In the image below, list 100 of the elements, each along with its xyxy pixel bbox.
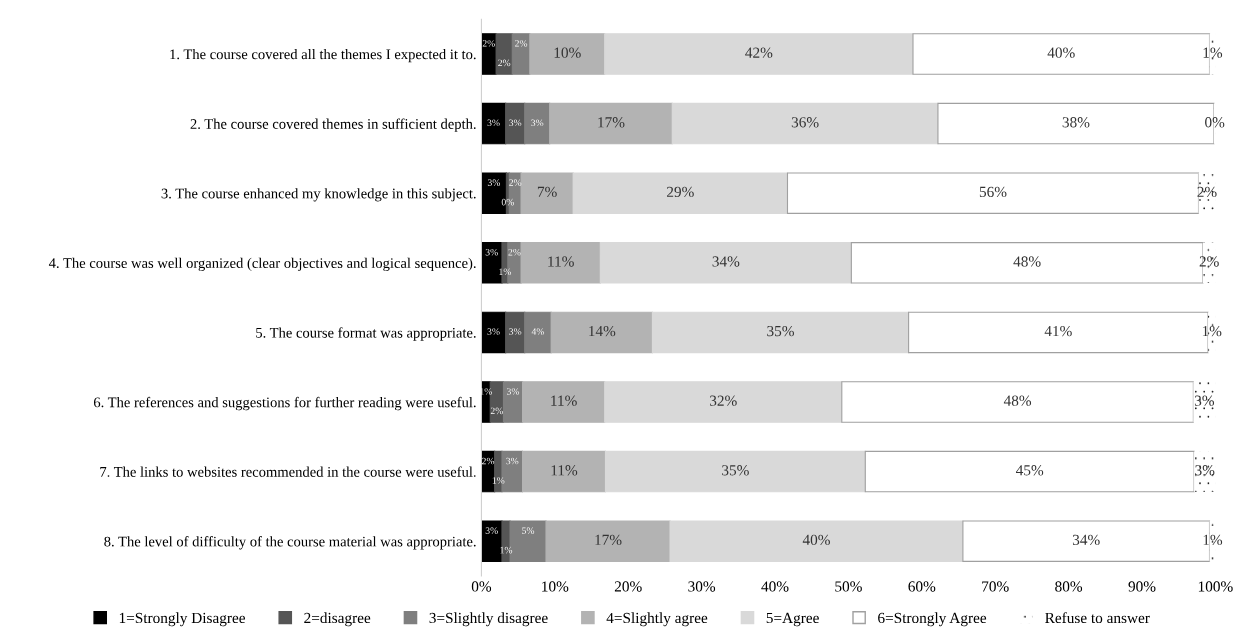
bar bbox=[864, 450, 1195, 493]
y-tick-label: 4. The course was well organized (clear objectives and logical sequence). bbox=[48, 257, 476, 272]
bar bbox=[604, 450, 866, 493]
data-label: 3% bbox=[487, 119, 500, 127]
data-label: 3% bbox=[485, 527, 498, 534]
y-tick-label: 3. The course enhanced my knowledge in this subject. bbox=[161, 188, 476, 202]
legend-label: 1=Strongly Disagree bbox=[119, 612, 246, 627]
x-tick-label: 80% bbox=[1055, 581, 1083, 592]
data-label: 7% bbox=[537, 186, 557, 198]
data-label: 48% bbox=[1003, 395, 1032, 406]
y-tick-label: 2. The course covered themes in sufficient depth. bbox=[190, 118, 476, 132]
data-label: 1% bbox=[1202, 325, 1222, 337]
bar bbox=[520, 242, 601, 284]
data-label: 3% bbox=[487, 328, 500, 335]
data-label: 35% bbox=[722, 465, 749, 476]
data-label: 2% bbox=[482, 40, 495, 47]
bar bbox=[545, 520, 671, 562]
x-tick-label: 90% bbox=[1128, 581, 1156, 592]
data-label: 2% bbox=[1197, 186, 1217, 198]
data-label: 11% bbox=[551, 395, 577, 406]
bar bbox=[481, 102, 507, 145]
data-label: 3% bbox=[531, 119, 544, 127]
y-tick-label: 1. The course covered all the themes I expected it to. bbox=[170, 48, 476, 63]
data-label: 40% bbox=[802, 534, 830, 546]
bar bbox=[529, 33, 606, 75]
data-label: 34% bbox=[1072, 534, 1100, 546]
data-label: 45% bbox=[1015, 465, 1044, 476]
data-label: 17% bbox=[598, 117, 625, 128]
data-label: 56% bbox=[979, 186, 1007, 198]
y-tick-label: 8. The level of difficulty of the course material was appropriate. bbox=[104, 536, 476, 550]
data-label: 1% bbox=[1203, 534, 1223, 546]
bar bbox=[604, 381, 843, 423]
legend-label: Refuse to answer bbox=[1045, 612, 1150, 624]
data-label: 2% bbox=[1199, 256, 1219, 267]
bar bbox=[604, 33, 914, 75]
data-label: 14% bbox=[589, 325, 616, 337]
data-label: 29% bbox=[667, 186, 694, 198]
data-label: 3% bbox=[487, 179, 501, 186]
x-tick-label: 10% bbox=[542, 581, 569, 592]
data-label: 3% bbox=[509, 328, 522, 335]
data-label: 2% bbox=[508, 248, 521, 256]
data-label: 0% bbox=[1205, 117, 1225, 128]
bar bbox=[671, 102, 939, 145]
x-tick-label: 20% bbox=[614, 581, 642, 592]
bar bbox=[520, 172, 574, 214]
x-tick-label: 0% bbox=[471, 581, 492, 592]
legend-label: 6=Strongly Agree bbox=[878, 612, 987, 627]
bar bbox=[550, 311, 653, 354]
y-tick-label: 7. The links to websites recommended in the course were useful. bbox=[100, 466, 476, 477]
data-label: 35% bbox=[767, 325, 794, 337]
bar bbox=[651, 311, 910, 354]
x-tick-label: 30% bbox=[688, 581, 716, 592]
bar bbox=[521, 381, 606, 423]
data-label: 38% bbox=[1062, 117, 1090, 128]
data-label: 3% bbox=[506, 388, 520, 395]
bar bbox=[502, 381, 524, 423]
data-label: 42% bbox=[745, 47, 773, 58]
data-label: 17% bbox=[595, 534, 622, 546]
data-label: 3% bbox=[506, 457, 519, 465]
data-label: 1% bbox=[499, 268, 512, 276]
y-tick-label: 6. The references and suggestions for further reading were useful. bbox=[93, 396, 476, 411]
data-label: 1% bbox=[492, 477, 505, 484]
data-label: 11% bbox=[548, 256, 574, 267]
data-label: 41% bbox=[1044, 325, 1072, 337]
data-label: 0% bbox=[501, 198, 514, 206]
bar bbox=[572, 172, 789, 214]
bar bbox=[841, 381, 1194, 423]
legend-label: 5=Agree bbox=[766, 612, 819, 627]
data-label: 40% bbox=[1047, 47, 1075, 58]
data-label: 3% bbox=[1194, 395, 1215, 406]
data-label: 2% bbox=[498, 59, 511, 67]
x-tick-label: 60% bbox=[908, 581, 936, 592]
bar bbox=[521, 450, 607, 493]
data-label: 11% bbox=[551, 465, 578, 476]
bar bbox=[1194, 451, 1216, 492]
data-label: 1% bbox=[1203, 47, 1223, 58]
bar bbox=[524, 311, 552, 354]
data-label: 2% bbox=[515, 40, 528, 47]
legend-label: 3=Slightly disagree bbox=[429, 612, 548, 627]
bar bbox=[505, 102, 526, 145]
data-label: 3% bbox=[509, 119, 522, 127]
data-label: 32% bbox=[710, 395, 737, 406]
y-tick-label: 5. The course format was appropriate. bbox=[256, 327, 476, 341]
data-label: 4% bbox=[531, 328, 545, 335]
data-label: 2% bbox=[490, 407, 503, 415]
x-tick-label: 100% bbox=[1198, 581, 1233, 592]
data-label: 2% bbox=[481, 457, 495, 465]
legend-label: 4=Slightly agree bbox=[606, 612, 708, 627]
bar bbox=[524, 102, 551, 145]
bar bbox=[549, 102, 673, 145]
data-label: 34% bbox=[712, 256, 740, 267]
bar bbox=[669, 520, 964, 562]
data-label: 3% bbox=[1195, 465, 1215, 476]
data-label: 3% bbox=[485, 248, 498, 256]
data-label: 1% bbox=[500, 546, 513, 554]
x-tick-label: 50% bbox=[835, 581, 862, 592]
bar bbox=[495, 33, 513, 75]
bar bbox=[1193, 381, 1216, 423]
x-tick-label: 40% bbox=[761, 581, 789, 592]
data-label: 48% bbox=[1013, 256, 1041, 267]
